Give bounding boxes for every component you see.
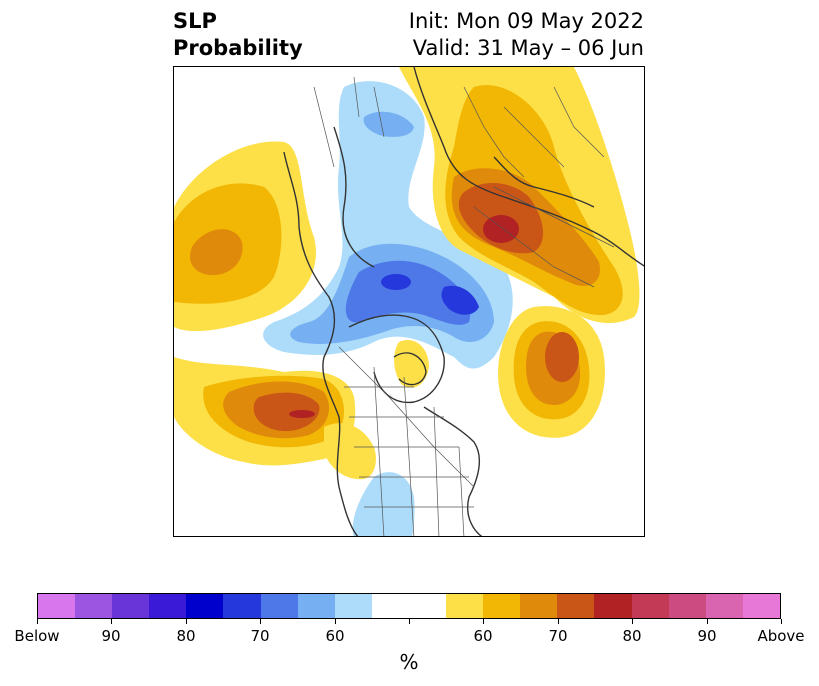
anomaly-above-hudson <box>394 339 429 388</box>
colorbar-tick-label: 90 <box>697 627 717 645</box>
anomaly-above-eurasia <box>399 67 640 324</box>
colorbar-tick-mark <box>111 619 112 624</box>
colorbar-tick-label: 80 <box>622 627 642 645</box>
map-canvas <box>174 67 644 536</box>
colorbar-swatch <box>631 594 669 618</box>
colorbar-swatch <box>557 594 595 618</box>
colorbar-tick-mark <box>409 619 410 624</box>
colorbar-tick-label: 90 <box>101 627 121 645</box>
colorbar-tick-mark <box>707 619 708 624</box>
colorbar-swatch <box>223 594 261 618</box>
colorbar-swatch <box>408 594 447 618</box>
colorbar-tick-label: 80 <box>176 627 196 645</box>
init-date: Init: Mon 09 May 2022 <box>408 9 644 33</box>
anomaly-above-west-canada <box>324 423 376 480</box>
colorbar-swatch <box>75 594 113 618</box>
colorbar-tick-label: 70 <box>250 627 270 645</box>
colorbar-tick-label: Below <box>14 627 60 645</box>
colorbar-swatch <box>260 594 298 618</box>
colorbar-swatch <box>297 594 335 618</box>
colorbar-swatch <box>520 594 558 618</box>
colorbar-swatch <box>371 594 409 618</box>
anomaly-above-atlantic <box>498 306 605 438</box>
valid-period: Valid: 31 May – 06 Jun <box>412 36 644 60</box>
colorbar-tick-mark <box>335 619 336 624</box>
map-title: SLP Probability <box>173 8 303 62</box>
anomaly-above-pacific-west <box>174 141 316 332</box>
colorbar-tick-label: 60 <box>325 627 345 645</box>
colorbar-tick-mark <box>781 619 782 624</box>
colorbar-swatch <box>334 594 372 618</box>
colorbar-swatch <box>446 594 484 618</box>
colorbar-tick-mark <box>37 619 38 624</box>
colorbar-swatch <box>149 594 187 618</box>
colorbar-tick-mark <box>483 619 484 624</box>
anomaly-below-us <box>352 472 415 536</box>
colorbar-unit-label: % <box>399 650 419 674</box>
colorbar-swatch <box>594 594 632 618</box>
title-variable: SLP <box>173 9 217 33</box>
anomaly-below-arctic <box>263 81 513 369</box>
title-quantity: Probability <box>173 36 303 60</box>
colorbar-swatch <box>668 594 706 618</box>
colorbar-tick-label: 60 <box>473 627 493 645</box>
country-borders <box>313 76 615 536</box>
map-dates: Init: Mon 09 May 2022 Valid: 31 May – 06… <box>409 8 644 62</box>
colorbar <box>37 593 781 619</box>
colorbar-swatch <box>483 594 521 618</box>
colorbar-tick-label: 70 <box>548 627 568 645</box>
colorbar-tick-label: Above <box>757 627 805 645</box>
colorbar-tick-mark <box>558 619 559 624</box>
colorbar-tick-mark <box>260 619 261 624</box>
coastlines <box>283 67 644 536</box>
colorbar-swatch <box>186 594 224 618</box>
colorbar-swatch <box>742 594 780 618</box>
colorbar-swatch <box>705 594 743 618</box>
colorbar-swatch <box>112 594 150 618</box>
anomaly-above-pacific-east <box>174 357 356 466</box>
probability-map <box>173 66 645 537</box>
colorbar-tick-mark <box>186 619 187 624</box>
colorbar-tick-mark <box>632 619 633 624</box>
colorbar-swatch <box>38 594 76 618</box>
